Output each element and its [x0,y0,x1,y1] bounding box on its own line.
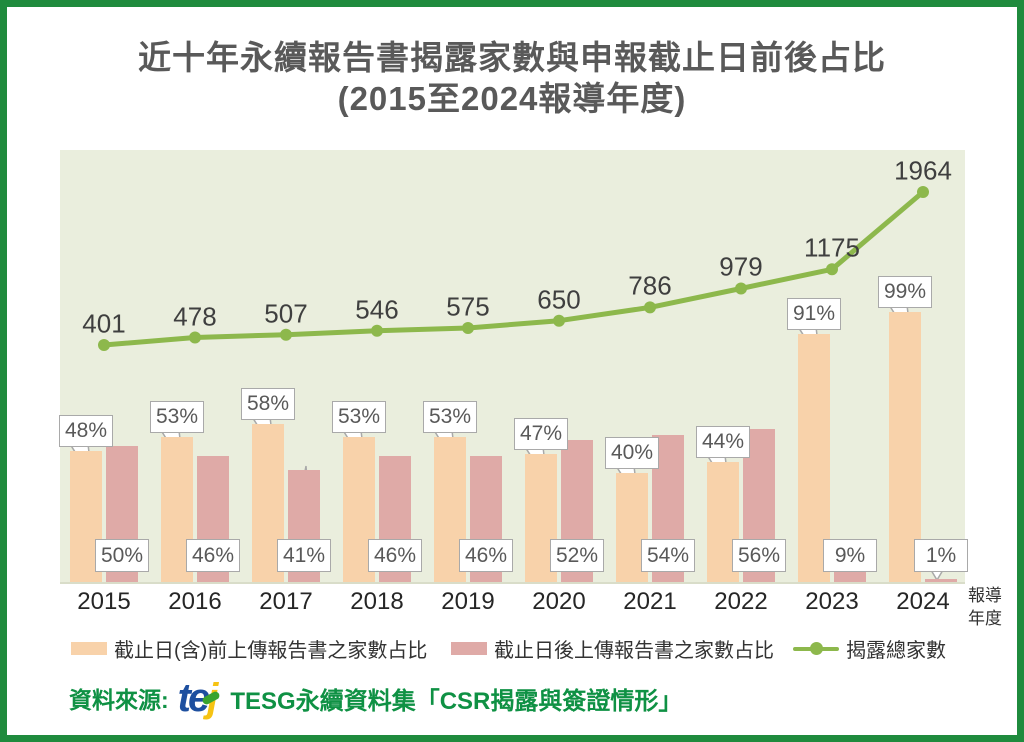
line-point-2017 [280,328,292,341]
bar-pre-deadline-2024 [889,311,921,582]
callout-pre-deadline-2016: 53% [150,401,204,434]
x-tick-label-2019: 2019 [441,588,495,615]
bar-post-deadline-2024 [925,579,957,582]
x-tick-label-2022: 2022 [714,588,768,615]
line-value-label-2020: 650 [537,284,581,315]
line-value-label-2015: 401 [82,308,126,339]
x-tick-label-2023: 2023 [805,588,859,615]
line-point-2023 [826,263,838,276]
callout-post-deadline-2015: 50% [95,539,149,572]
line-value-label-2016: 478 [173,301,217,331]
line-point-2021 [644,301,656,314]
line-point-2016 [189,331,201,344]
chart-plot: 48% 50% 53% 46% 58% 41% 53% 46% 53% 46% 47% 52% 40% 5… [59,150,968,584]
line-point-2018 [371,324,383,337]
chart-title: 近十年永續報告書揭露家數與申報截止日前後占比 (2015至2024報導年度) [7,37,1017,119]
line-point-2022 [735,282,747,295]
x-tick-label-2016: 2016 [168,588,222,615]
source-prefix: 資料來源: [69,687,169,713]
legend-label-post-deadline: 截止日後上傳報告書之家數占比 [494,639,774,662]
callout-post-deadline-2024: 1% [914,539,968,572]
tej-logo: tej [178,678,222,718]
pre-deadline-swatch-icon [71,641,107,655]
callout-post-deadline-2017: 41% [277,539,331,572]
line-point-2024 [917,186,929,198]
legend-item-total: 揭露總家數 [793,633,946,663]
callout-pre-deadline-2022: 44% [696,425,750,458]
x-axis-title: 報導年度 [968,586,1002,628]
line-value-label-2021: 786 [628,270,672,301]
chart-title-line2: (2015至2024報導年度) [337,80,687,117]
legend-label-total: 揭露總家數 [846,639,946,662]
legend-item-pre-deadline: 截止日(含)前上傳報告書之家數占比 [71,633,427,663]
callout-post-deadline-2023: 9% [823,539,877,572]
legend-item-post-deadline: 截止日後上傳報告書之家數占比 [451,633,774,663]
line-point-2020 [553,314,565,327]
callout-pre-deadline-2015: 48% [59,414,113,447]
callout-post-deadline-2021: 54% [641,539,695,572]
line-value-label-2023: 1175 [804,232,860,263]
line-value-label-2019: 575 [446,291,490,322]
callout-pre-deadline-2023: 91% [787,297,841,330]
callout-pre-deadline-2021: 40% [605,436,659,469]
x-tick-label-2024: 2024 [896,588,950,615]
line-value-label-2022: 979 [719,251,763,282]
callout-pre-deadline-2020: 47% [514,417,568,450]
callout-post-deadline-2022: 56% [732,539,786,572]
line-point-2019 [462,322,474,334]
line-value-label-2024: 1964 [894,155,952,186]
line-value-label-2017: 507 [264,298,308,329]
line-point-2015 [98,339,110,351]
callout-post-deadline-2019: 46% [459,539,513,572]
callout-post-deadline-2018: 46% [368,539,422,572]
x-tick-label-2017: 2017 [259,588,313,615]
source-text: TESG永續資料集「CSR揭露與簽證情形」 [230,687,683,715]
source-note: 資料來源: tej TESG永續資料集「CSR揭露與簽證情形」 [69,675,682,721]
x-tick-label-2021: 2021 [623,588,677,615]
x-tick-label-2015: 2015 [77,588,131,615]
legend-label-pre-deadline: 截止日(含)前上傳報告書之家數占比 [114,639,428,662]
legend: 截止日(含)前上傳報告書之家數占比 截止日後上傳報告書之家數占比 揭露總家數 [7,633,1017,663]
callout-pre-deadline-2024: 99% [878,275,932,308]
x-tick-label-2018: 2018 [350,588,404,615]
line-value-label-2018: 546 [355,294,399,325]
callout-pre-deadline-2017: 58% [241,387,295,420]
chart-title-line1: 近十年永續報告書揭露家數與申報截止日前後占比 [138,39,886,76]
callout-pre-deadline-2018: 53% [332,401,386,434]
line-marker-icon [793,641,839,655]
callout-post-deadline-2016: 46% [186,539,240,572]
x-tick-label-2020: 2020 [532,588,586,615]
total-line [103,190,925,348]
callout-post-deadline-2020: 52% [550,539,604,572]
post-deadline-swatch-icon [451,641,487,655]
callout-pre-deadline-2019: 53% [423,401,477,434]
